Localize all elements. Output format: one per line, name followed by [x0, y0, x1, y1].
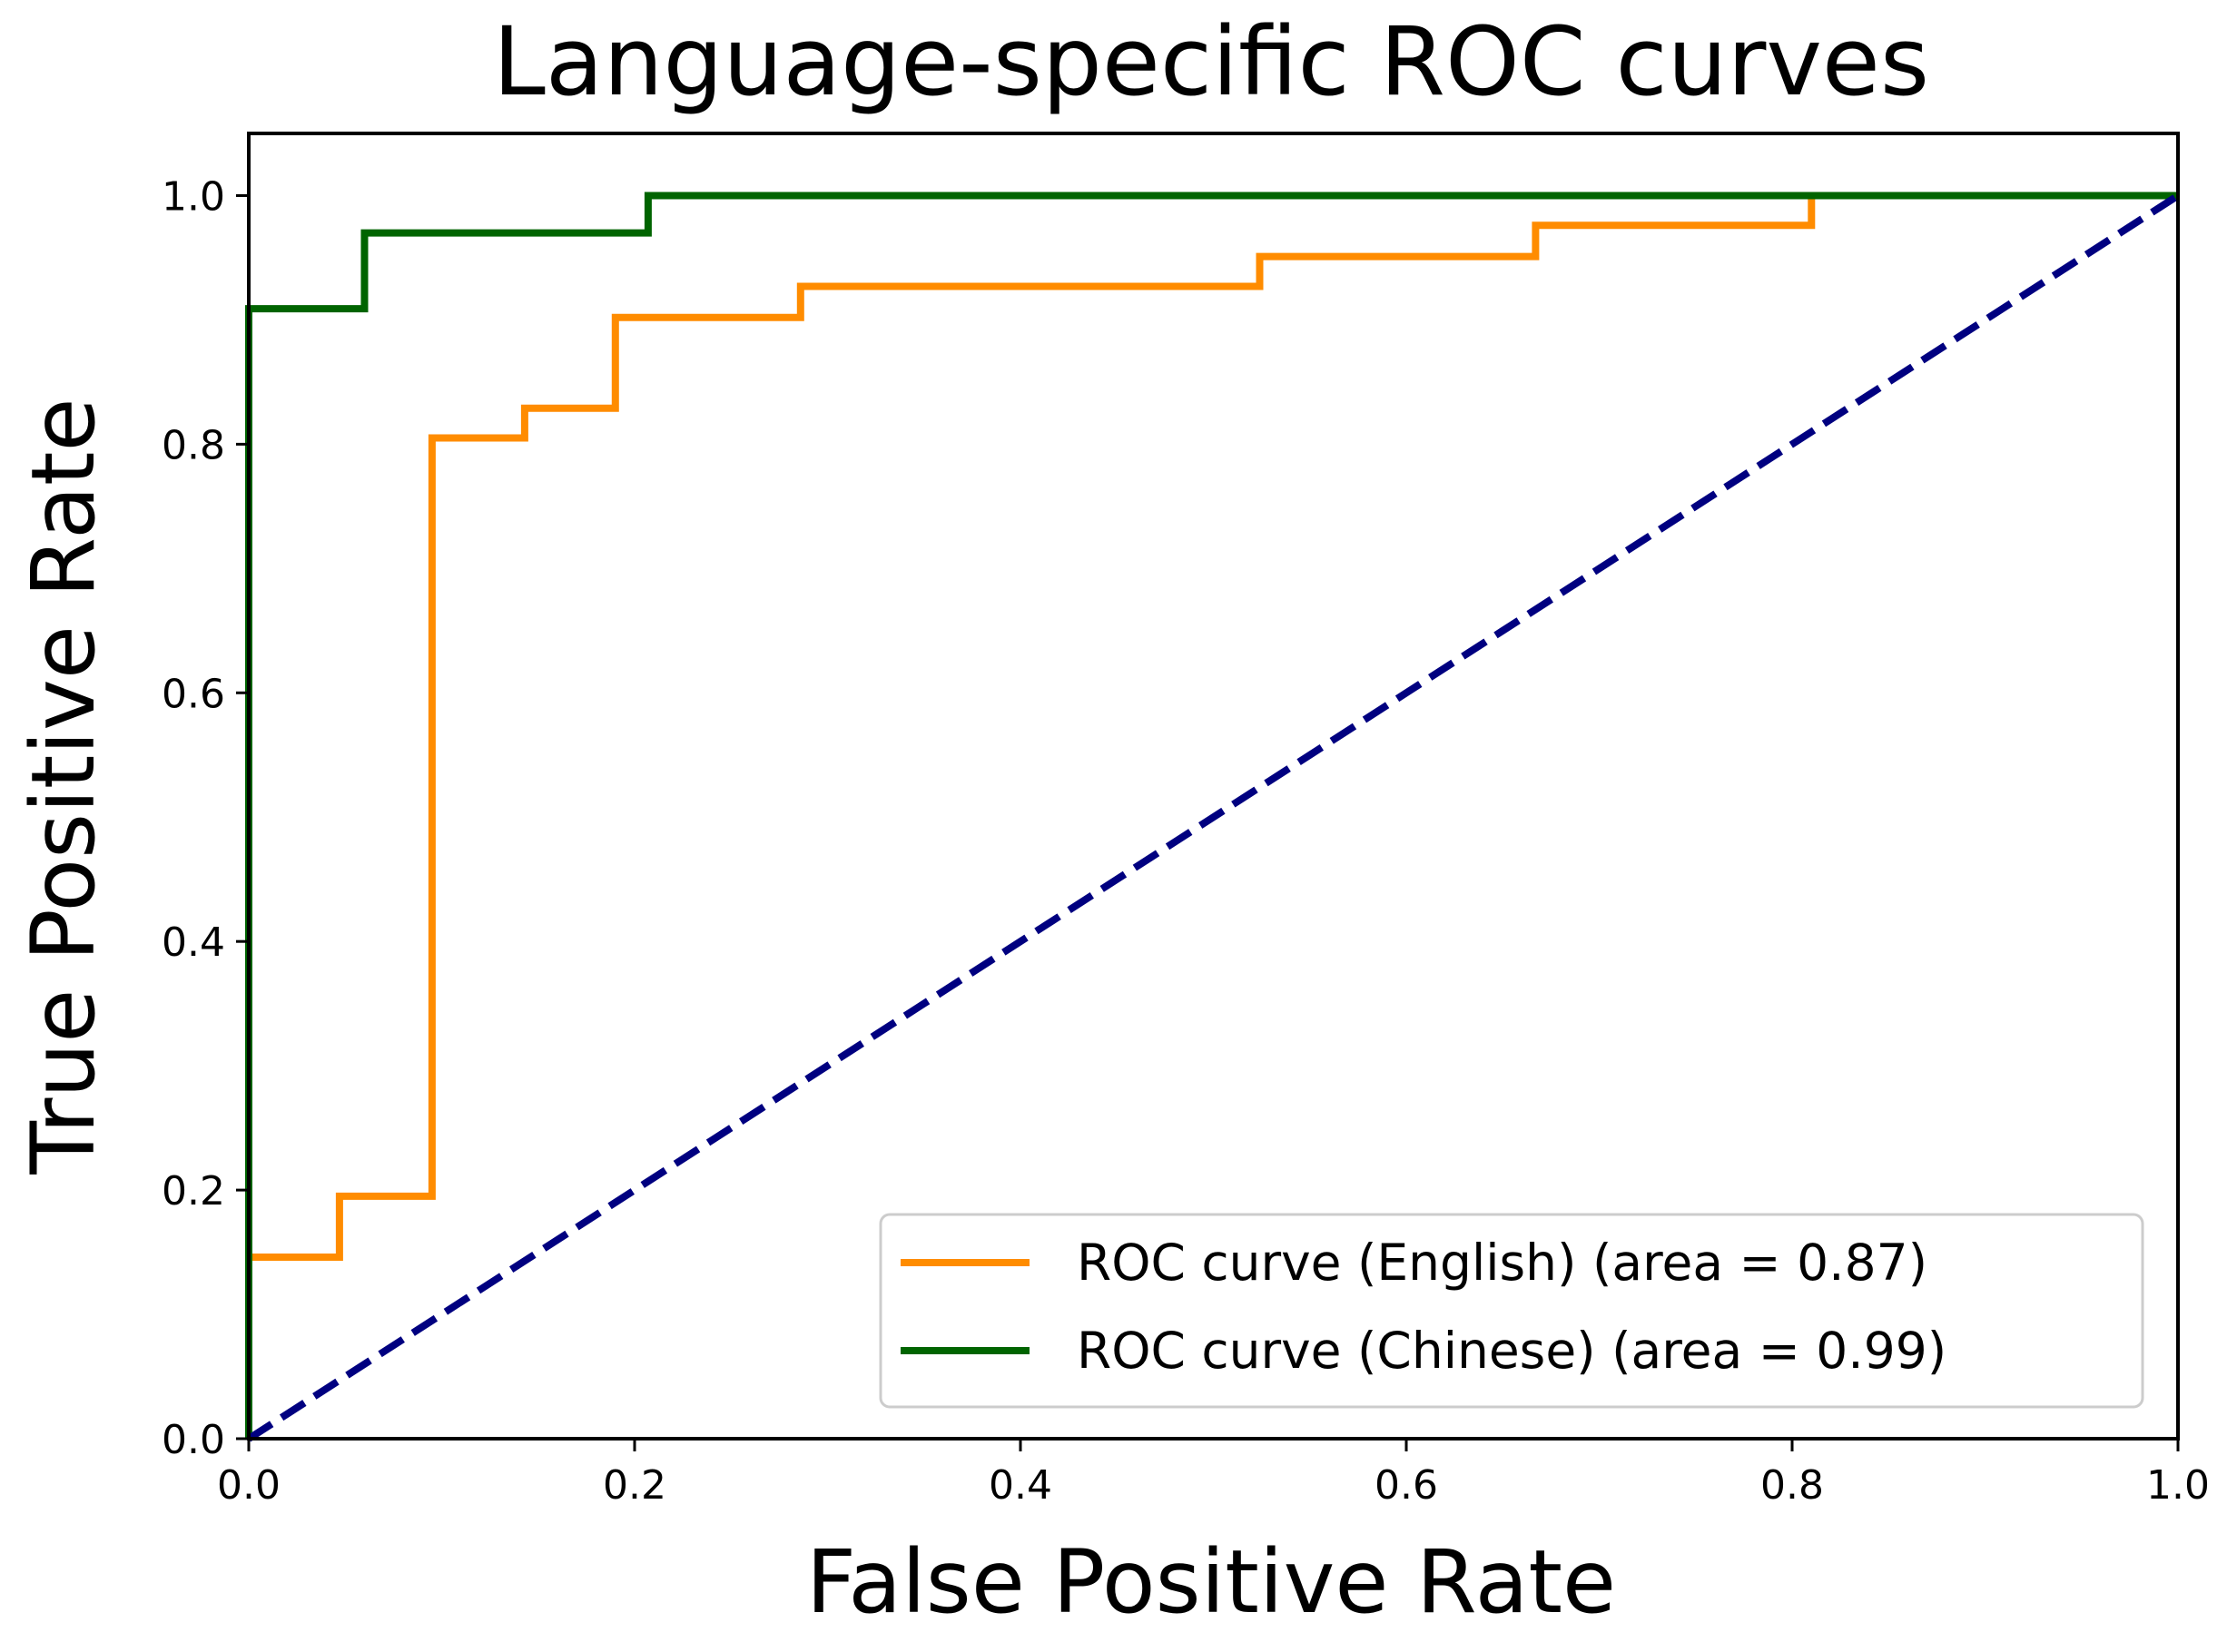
legend-label-english: ROC curve (English) (area = 0.87)	[1077, 1234, 1927, 1292]
y-axis-ticks: 0.0 0.2 0.4 0.6 0.8 1.0	[162, 173, 249, 1463]
y-tick-label: 0.6	[162, 671, 225, 717]
y-tick-label: 0.8	[162, 422, 225, 468]
series-line-diagonal	[246, 192, 2181, 1442]
x-tick-label: 0.2	[603, 1462, 666, 1509]
y-tick-label: 1.0	[162, 173, 225, 220]
legend-box	[879, 1213, 2144, 1409]
x-tick-label: 1.0	[2146, 1462, 2210, 1509]
x-tick-label: 0.8	[1760, 1462, 1824, 1509]
y-axis-title: True Positive Rate	[13, 398, 114, 1175]
x-tick-label: 0.4	[989, 1462, 1052, 1509]
x-tick-label: 0.6	[1375, 1462, 1438, 1509]
legend-label-chinese: ROC curve (Chinese) (area = 0.99)	[1077, 1322, 1946, 1380]
x-axis-title: False Positive Rate	[806, 1531, 1616, 1633]
y-tick-label: 0.0	[162, 1417, 225, 1463]
y-tick-label: 0.4	[162, 919, 225, 966]
x-tick-label: 0.0	[217, 1462, 281, 1509]
series-line-english	[245, 192, 2178, 1439]
axes-frame	[247, 132, 2180, 1441]
y-tick-label: 0.2	[162, 1168, 225, 1214]
legend: ROC curve (English) (area = 0.87) ROC cu…	[879, 1213, 2144, 1409]
x-axis-ticks: 0.0 0.2 0.4 0.6 0.8 1.0	[217, 1439, 2210, 1509]
chart-title: Language-specific ROC curves	[493, 6, 1929, 117]
